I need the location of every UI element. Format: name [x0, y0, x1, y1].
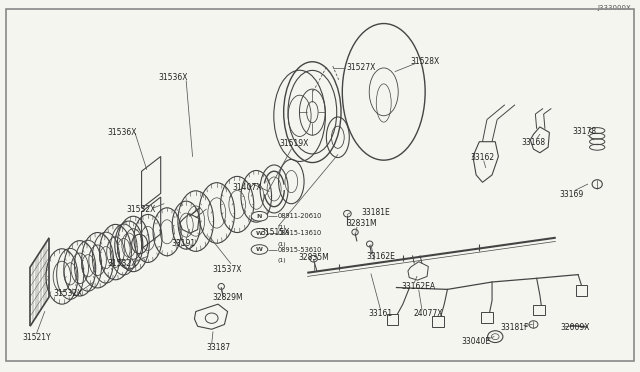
- Text: 33162E: 33162E: [366, 252, 395, 262]
- Text: 33178: 33178: [572, 127, 596, 136]
- Text: J333000X: J333000X: [597, 5, 631, 11]
- Text: 08915-53610: 08915-53610: [278, 247, 323, 253]
- Text: 31537X: 31537X: [213, 264, 243, 273]
- Text: 33169: 33169: [559, 190, 584, 199]
- Text: 33161: 33161: [369, 309, 392, 318]
- Bar: [481, 312, 493, 323]
- Text: 31532X: 31532X: [127, 205, 156, 215]
- Text: 31532X: 31532X: [54, 289, 83, 298]
- Text: 31521Y: 31521Y: [22, 333, 51, 342]
- Text: 33162EA: 33162EA: [402, 282, 436, 291]
- Text: 31528X: 31528X: [410, 57, 440, 66]
- Circle shape: [251, 228, 268, 238]
- Text: 31536X: 31536X: [108, 128, 137, 137]
- Text: 33168: 33168: [522, 138, 545, 147]
- Text: 08915-13610: 08915-13610: [278, 230, 322, 236]
- Text: 24077X: 24077X: [413, 309, 443, 318]
- Text: 31532X: 31532X: [108, 259, 137, 268]
- Text: 33181F: 33181F: [500, 323, 529, 331]
- Text: 31407X: 31407X: [232, 183, 262, 192]
- Text: 33040E: 33040E: [461, 337, 491, 346]
- Text: 32009X: 32009X: [560, 323, 589, 331]
- Text: 31527X: 31527X: [347, 63, 376, 72]
- Text: 31536X: 31536X: [159, 73, 188, 81]
- Text: N: N: [257, 214, 262, 219]
- Text: (1): (1): [278, 258, 287, 263]
- Text: 31515X: 31515X: [260, 228, 290, 237]
- Text: 33191: 33191: [171, 239, 195, 248]
- Bar: [387, 314, 398, 325]
- Bar: [575, 285, 587, 296]
- Text: 31519X: 31519X: [280, 139, 309, 148]
- Text: 33187: 33187: [206, 343, 230, 352]
- Text: 33181E: 33181E: [362, 208, 390, 217]
- Text: 33162: 33162: [470, 153, 495, 162]
- Text: W: W: [256, 247, 263, 252]
- Text: 32831M: 32831M: [346, 219, 377, 228]
- Text: 32829M: 32829M: [212, 293, 243, 302]
- Text: 08911-20610: 08911-20610: [278, 213, 323, 219]
- Bar: [432, 316, 444, 327]
- Circle shape: [251, 245, 268, 254]
- Bar: [534, 305, 545, 315]
- Text: (1): (1): [278, 225, 287, 230]
- Text: W: W: [256, 231, 263, 236]
- Text: (1): (1): [278, 242, 287, 247]
- Text: 32835M: 32835M: [298, 253, 329, 262]
- Circle shape: [251, 211, 268, 221]
